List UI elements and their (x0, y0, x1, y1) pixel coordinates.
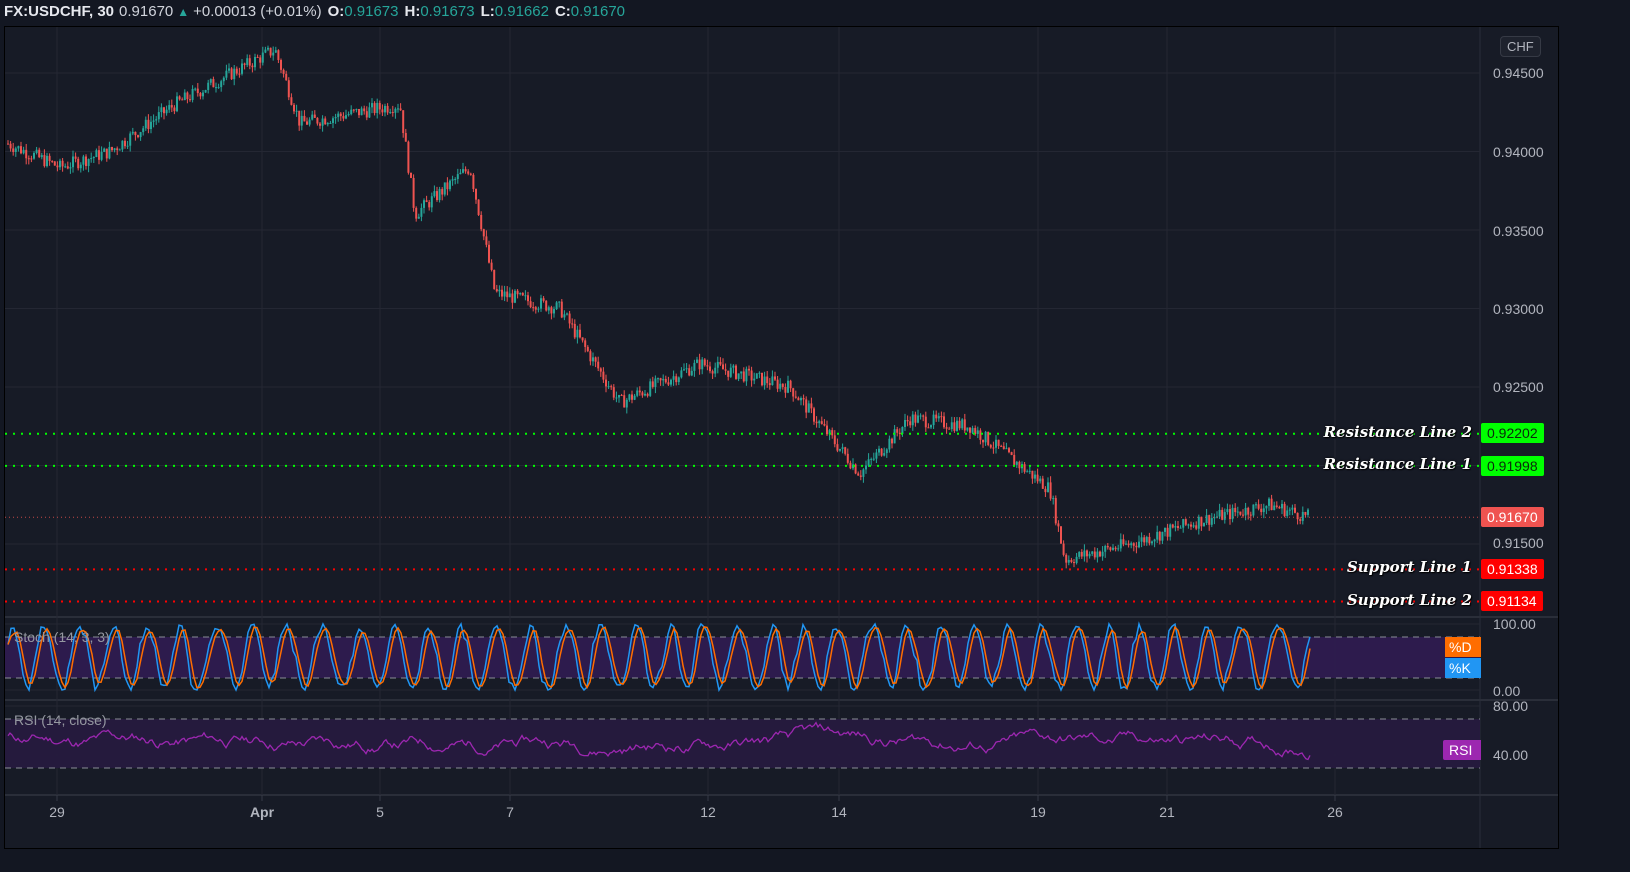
rsi-title[interactable]: RSI (14, close) (14, 712, 107, 728)
x-tick: 5 (376, 804, 384, 820)
resistance-line-1-label[interactable]: Resistance Line 1 (1323, 455, 1472, 473)
rsi-tick: 80.00 (1493, 698, 1529, 714)
x-tick: 21 (1159, 804, 1175, 820)
low-key: L: (480, 3, 495, 20)
close-key: C: (554, 3, 571, 20)
x-tick: 26 (1327, 804, 1343, 820)
up-arrow-icon: ▲ (177, 4, 190, 19)
price-tick: 0.94000 (1493, 144, 1544, 160)
price-tick: 0.94500 (1493, 65, 1544, 81)
stoch-d-badge: %D (1445, 637, 1481, 657)
price-tick: 0.92500 (1493, 379, 1544, 395)
rsi-tick: 40.00 (1493, 747, 1529, 763)
last-price: 0.91670 (119, 3, 174, 20)
open-key: O: (327, 3, 345, 20)
price-tick: 0.93000 (1493, 301, 1544, 317)
symbol-title[interactable]: FX:USDCHF, 30 (4, 3, 115, 20)
high-key: H: (404, 3, 421, 20)
price-tick: 0.93500 (1493, 223, 1544, 239)
x-tick: 12 (700, 804, 716, 820)
price-tick: 0.91500 (1493, 535, 1544, 551)
stoch-tick: 0.00 (1493, 683, 1521, 699)
support-line-2-price: 0.91134 (1481, 591, 1543, 611)
high-value: 0.91673 (420, 3, 475, 20)
x-tick: 14 (831, 804, 847, 820)
low-value: 0.91662 (494, 3, 549, 20)
current-price-label: 0.91670 (1481, 507, 1544, 527)
x-tick: 19 (1030, 804, 1046, 820)
open-value: 0.91673 (344, 3, 399, 20)
resistance-line-1-price: 0.91998 (1481, 456, 1544, 476)
stoch-tick: 100.00 (1493, 616, 1536, 632)
currency-button[interactable]: CHF (1500, 36, 1541, 57)
x-tick: 7 (506, 804, 514, 820)
price-change: +0.00013 (+0.01%) (193, 3, 322, 20)
support-line-2-label[interactable]: Support Line 2 (1346, 591, 1472, 609)
stoch-title[interactable]: Stoch (14, 3, 3) (14, 629, 110, 645)
x-tick: 29 (49, 804, 65, 820)
support-line-1-price: 0.91338 (1481, 559, 1544, 579)
resistance-line-2-label[interactable]: Resistance Line 2 (1323, 423, 1472, 441)
x-tick: Apr (249, 804, 275, 820)
rsi-badge: RSI (1443, 740, 1481, 760)
support-line-1-label[interactable]: Support Line 1 (1346, 558, 1472, 576)
chart-frame[interactable] (4, 26, 1559, 849)
close-value: 0.91670 (570, 3, 626, 20)
stoch-k-badge: %K (1445, 658, 1481, 678)
resistance-line-2-price: 0.92202 (1481, 423, 1544, 443)
symbol-header: FX:USDCHF, 30 0.91670 ▲ +0.00013 (+0.01%… (0, 0, 1630, 23)
